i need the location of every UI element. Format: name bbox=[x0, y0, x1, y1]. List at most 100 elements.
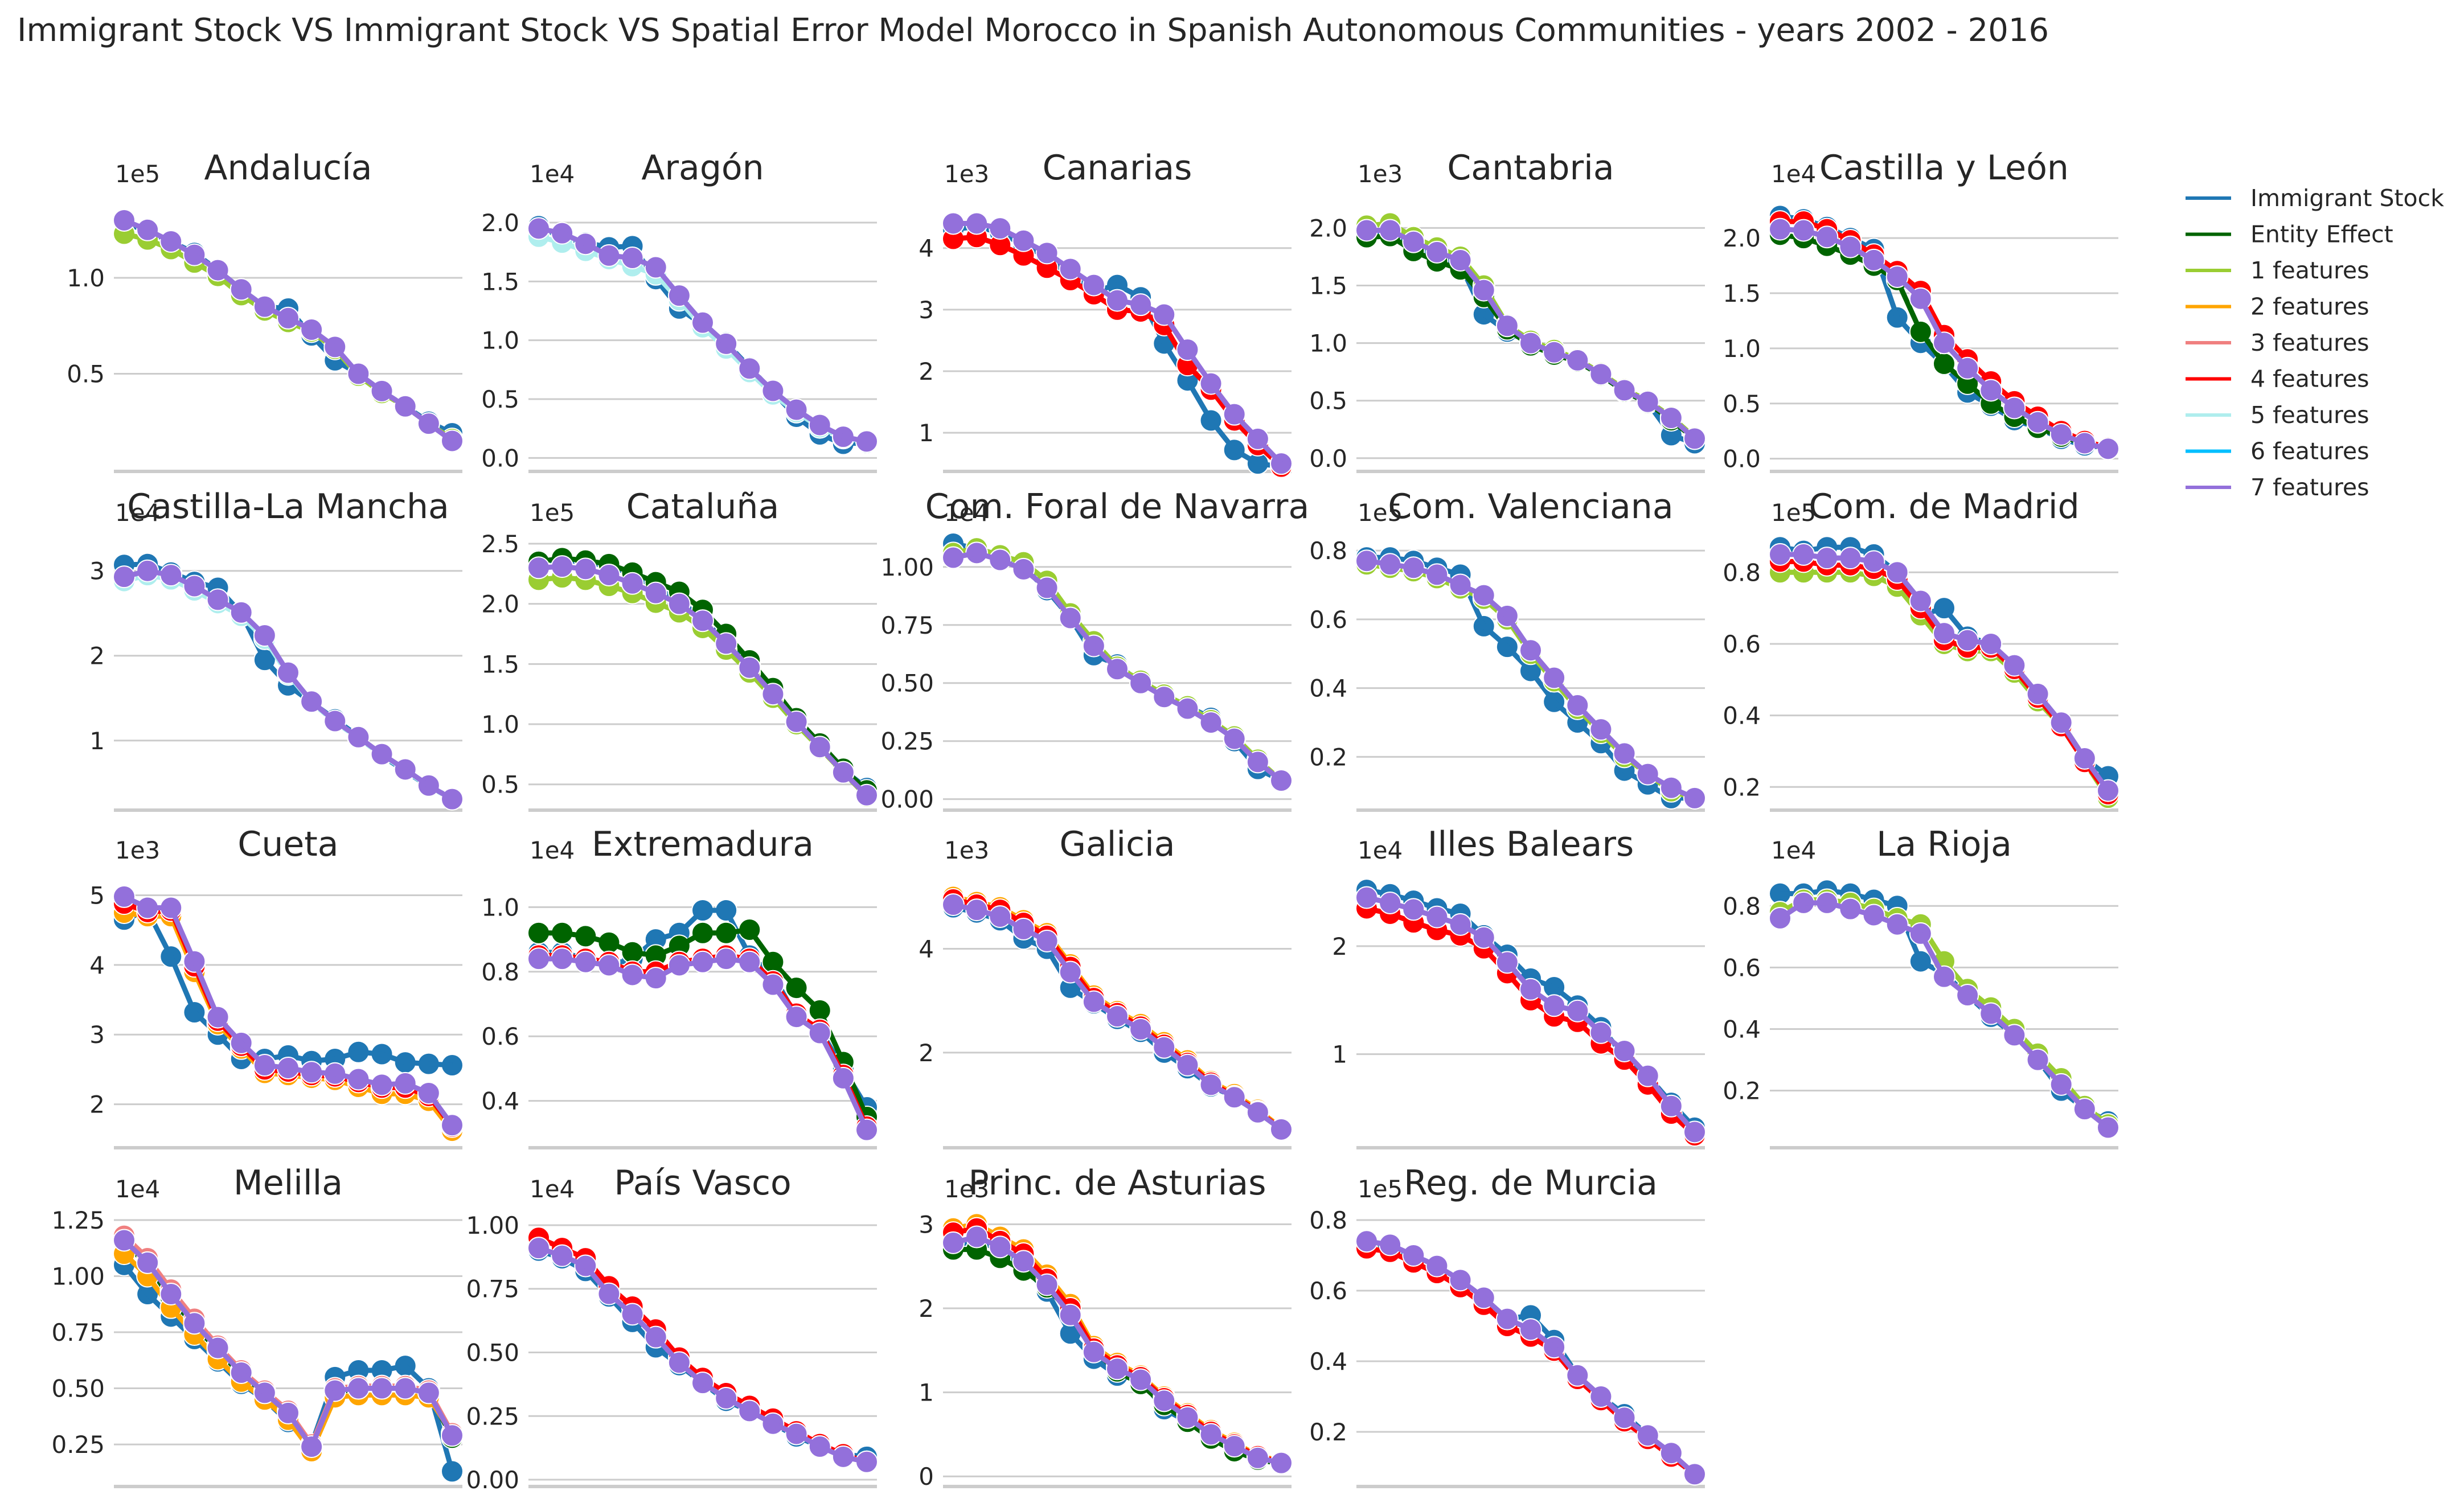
y-tick-label: 0.50 bbox=[466, 1339, 519, 1367]
series-2-features bbox=[113, 901, 464, 1143]
y-tick-label: 3 bbox=[89, 557, 105, 585]
series-line bbox=[538, 234, 867, 444]
y-tick-label: 0.0 bbox=[1309, 445, 1347, 473]
series-7-features bbox=[113, 1229, 464, 1459]
y-scale-multiplier: 1e5 bbox=[1358, 1175, 1403, 1203]
series-7-features bbox=[1355, 219, 1706, 450]
panel-reg-de-murcia: 0.2 0.4 0.6 0.8 1e5 Reg. de Murcia bbox=[1309, 1163, 1706, 1488]
panel-cataluna: 0.5 1.0 1.5 2.0 2.5 1e5 Cataluña bbox=[481, 487, 878, 812]
panel-title: Aragón bbox=[641, 148, 764, 188]
legend-item-5-features: 5 features bbox=[2186, 401, 2369, 429]
y-tick-label: 1.5 bbox=[481, 650, 519, 678]
panel-title: Canarias bbox=[1043, 148, 1192, 188]
y-tick-label: 1.25 bbox=[51, 1206, 105, 1234]
panel-title: Reg. de Murcia bbox=[1404, 1163, 1658, 1203]
y-tick-label: 0.2 bbox=[1723, 1077, 1761, 1105]
legend-item-3-features: 3 features bbox=[2186, 329, 2369, 356]
series-line bbox=[1366, 906, 1697, 1138]
legend-item-immigrant-stock: Immigrant Stock bbox=[2186, 184, 2444, 212]
legend-label: 4 features bbox=[2250, 366, 2369, 393]
y-tick-label: 1.0 bbox=[1723, 335, 1761, 363]
y-scale-multiplier: 1e4 bbox=[1771, 836, 1816, 864]
y-tick-label: 2 bbox=[919, 1039, 934, 1067]
panel-title: Cueta bbox=[237, 824, 338, 864]
series-line bbox=[1780, 559, 2110, 796]
y-tick-label: 0.5 bbox=[481, 385, 519, 413]
series-line bbox=[538, 225, 867, 444]
y-scale-multiplier: 1e5 bbox=[115, 160, 160, 188]
y-tick-label: 0.8 bbox=[1309, 537, 1347, 565]
panel-pais-vasco: 0.00 0.25 0.50 0.75 1.00 1e4 País Vasco bbox=[466, 1163, 878, 1494]
series-line bbox=[123, 568, 454, 802]
y-tick-label: 2.0 bbox=[1309, 214, 1347, 242]
panel-title: País Vasco bbox=[614, 1163, 791, 1203]
legend-label: 6 features bbox=[2250, 438, 2369, 465]
panel-illes-balears: 1 2 1e4 Illes Balears bbox=[1332, 824, 1706, 1149]
y-tick-label: 0.4 bbox=[1309, 1348, 1347, 1375]
y-tick-label: 0.50 bbox=[880, 670, 934, 697]
y-tick-label: 0.2 bbox=[1309, 743, 1347, 771]
y-tick-label: 2 bbox=[919, 1295, 934, 1323]
y-tick-label: 0.6 bbox=[1309, 606, 1347, 634]
y-tick-label: 0.4 bbox=[1723, 702, 1761, 730]
y-tick-label: 1.00 bbox=[466, 1212, 519, 1239]
y-scale-multiplier: 1e3 bbox=[944, 836, 989, 864]
y-tick-label: 1.0 bbox=[67, 264, 105, 292]
panel-title: Com. Valenciana bbox=[1388, 487, 1673, 527]
y-tick-label: 0.0 bbox=[1723, 445, 1761, 473]
y-tick-label: 0.75 bbox=[51, 1319, 105, 1346]
y-scale-multiplier: 1e4 bbox=[115, 499, 160, 527]
y-tick-label: 0.8 bbox=[481, 958, 519, 986]
y-tick-label: 2.0 bbox=[481, 590, 519, 618]
y-tick-label: 2 bbox=[1332, 933, 1347, 960]
series-7-features bbox=[527, 947, 878, 1141]
legend-label: Entity Effect bbox=[2250, 221, 2393, 248]
series-line bbox=[538, 1245, 867, 1465]
series-line bbox=[1366, 1238, 1697, 1476]
y-tick-label: 0.8 bbox=[1723, 559, 1761, 586]
legend-item-entity-effect: Entity Effect bbox=[2186, 221, 2393, 248]
panel-melilla: 0.25 0.50 0.75 1.00 1.25 1e4 Melilla bbox=[51, 1163, 464, 1488]
y-tick-label: 0.00 bbox=[880, 786, 934, 814]
y-scale-multiplier: 1e5 bbox=[1358, 499, 1403, 527]
y-tick-label: 2 bbox=[89, 1091, 105, 1119]
y-scale-multiplier: 1e5 bbox=[530, 499, 575, 527]
panel-title: Castilla y León bbox=[1819, 148, 2069, 188]
panel-cueta: 2 3 4 5 1e3 Cueta bbox=[89, 824, 464, 1149]
panel-canarias: 1 2 3 4 1e3 Canarias bbox=[919, 148, 1293, 478]
y-scale-multiplier: 1e4 bbox=[1771, 160, 1816, 188]
panel-title: La Rioja bbox=[1876, 824, 2012, 864]
panel-title: Melilla bbox=[233, 1163, 343, 1203]
series-line bbox=[123, 908, 453, 1068]
y-tick-label: 0.5 bbox=[1723, 390, 1761, 418]
y-tick-label: 0.50 bbox=[51, 1375, 105, 1403]
y-tick-label: 1.0 bbox=[481, 893, 519, 921]
panel-title: Illes Balears bbox=[1428, 824, 1634, 864]
panel-cantabria: 0.0 0.5 1.0 1.5 2.0 1e3 Cantabria bbox=[1309, 148, 1706, 473]
series-line bbox=[1780, 552, 2110, 792]
y-tick-label: 4 bbox=[919, 235, 934, 262]
series-4-features bbox=[1355, 897, 1706, 1147]
y-scale-multiplier: 1e3 bbox=[944, 160, 989, 188]
panel-la-rioja: 0.2 0.4 0.6 0.8 1e4 La Rioja bbox=[1723, 824, 2119, 1149]
y-tick-label: 0.5 bbox=[481, 771, 519, 799]
y-tick-label: 2 bbox=[89, 642, 105, 670]
panel-extremadura: 0.4 0.6 0.8 1.0 1e4 Extremadura bbox=[481, 824, 878, 1149]
series-line bbox=[123, 894, 454, 1127]
series-line bbox=[1366, 558, 1696, 801]
y-tick-label: 0.75 bbox=[466, 1275, 519, 1303]
legend-item-4-features: 4 features bbox=[2186, 366, 2369, 393]
y-tick-label: 0.75 bbox=[880, 611, 934, 639]
y-scale-multiplier: 1e4 bbox=[115, 1175, 160, 1203]
legend-label: 5 features bbox=[2250, 401, 2369, 429]
panel-title: Princ. de Asturias bbox=[969, 1163, 1266, 1203]
panel-title: Andalucía bbox=[204, 148, 372, 188]
panel-title: Cantabria bbox=[1447, 148, 1614, 188]
series-line bbox=[539, 927, 870, 1118]
panel-aragon: 0.0 0.5 1.0 1.5 2.0 1e4 Aragón bbox=[481, 148, 878, 473]
series-7-features bbox=[1769, 891, 2119, 1139]
